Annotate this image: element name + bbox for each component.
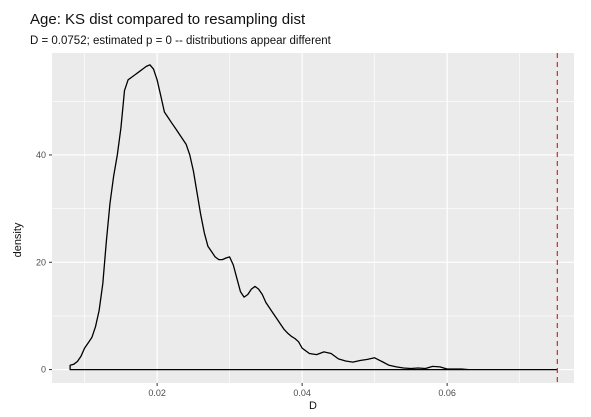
density-curve [69,64,558,371]
chart-subtitle: D = 0.0752; estimated p = 0 -- distribut… [30,35,332,47]
y-axis-ticks: 0 20 40 [36,150,52,375]
x-tick-label: 0.02 [148,388,166,398]
y-tick-label: 40 [36,150,46,160]
x-tick-label: 0.06 [438,388,456,398]
x-tick-label: 0.04 [293,388,311,398]
y-tick-label: 20 [36,257,46,267]
minor-gridlines [52,53,574,383]
chart-title: Age: KS dist compared to resampling dist [30,11,306,28]
y-axis-label: density [12,222,24,257]
x-axis-label: D [309,400,317,412]
plot-panel [52,53,574,383]
x-axis-ticks: 0.02 0.04 0.06 [148,383,456,398]
series-layer [69,64,558,371]
y-tick-label: 0 [41,365,46,375]
